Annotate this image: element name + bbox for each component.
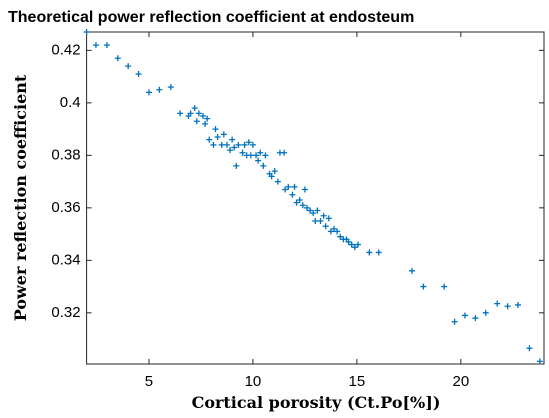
point: [212, 126, 219, 133]
point: [494, 300, 501, 307]
point: [334, 228, 341, 235]
point: [504, 303, 511, 310]
x-tick-label: 10: [245, 373, 262, 390]
point: [214, 133, 221, 140]
point: [195, 110, 202, 117]
point: [92, 42, 99, 49]
point: [472, 315, 479, 322]
point: [260, 162, 267, 169]
point: [177, 110, 184, 117]
point: [461, 312, 468, 319]
point: [156, 86, 163, 93]
point: [317, 217, 324, 224]
point: [408, 267, 415, 274]
point: [331, 225, 338, 232]
point: [274, 178, 281, 185]
point: [325, 215, 332, 222]
point: [233, 162, 240, 169]
point: [314, 207, 321, 214]
point: [515, 301, 522, 308]
point: [303, 204, 310, 211]
point: [299, 202, 306, 209]
point: [536, 358, 543, 365]
point: [227, 147, 234, 154]
x-axis-label: Cortical porosity (Ct.Po[%]): [192, 393, 441, 412]
point: [200, 112, 207, 119]
y-tick-label: 0.36: [51, 199, 80, 216]
point: [354, 241, 361, 248]
point: [327, 228, 334, 235]
y-tick-label: 0.4: [60, 94, 81, 111]
x-tick-label: 20: [452, 373, 469, 390]
point: [310, 210, 317, 217]
point: [245, 139, 252, 146]
point: [167, 84, 174, 91]
point: [312, 217, 319, 224]
point: [255, 157, 262, 164]
point: [125, 63, 132, 70]
point: [103, 42, 110, 49]
point: [271, 168, 278, 175]
point: [375, 249, 382, 256]
point: [482, 309, 489, 316]
point: [322, 223, 329, 230]
chart-title: Theoretical power reflection coefficient…: [8, 9, 414, 26]
point: [441, 283, 448, 290]
point: [320, 212, 327, 219]
point: [268, 173, 275, 180]
point: [202, 120, 209, 127]
point: [218, 141, 225, 148]
point: [223, 141, 230, 148]
point: [145, 89, 152, 96]
point: [206, 136, 213, 143]
point: [204, 115, 211, 122]
point: [351, 244, 358, 251]
point: [291, 183, 298, 190]
point: [348, 241, 355, 248]
point: [345, 238, 352, 245]
point: [241, 141, 248, 148]
point: [235, 141, 242, 148]
y-tick-label: 0.42: [51, 41, 80, 58]
point: [220, 131, 227, 138]
point: [257, 149, 264, 156]
point: [285, 183, 292, 190]
point: [253, 152, 260, 159]
point: [296, 196, 303, 203]
point: [307, 207, 314, 214]
x-tick-label: 5: [145, 373, 153, 390]
point: [239, 149, 246, 156]
plot-frame: [86, 31, 545, 365]
point: [366, 249, 373, 256]
point: [229, 136, 236, 143]
point: [249, 141, 256, 148]
y-axis-label: Power reflection coefficient: [11, 74, 30, 321]
y-tick-label: 0.34: [51, 251, 80, 268]
point: [526, 345, 533, 352]
point: [83, 29, 90, 35]
point: [281, 149, 288, 156]
point: [191, 105, 198, 112]
point: [231, 144, 238, 151]
point: [193, 118, 200, 125]
y-tick-label: 0.32: [51, 304, 80, 321]
point: [247, 152, 254, 159]
point: [135, 70, 142, 77]
point: [282, 186, 289, 193]
y-tick-label: 0.38: [51, 146, 80, 163]
point: [187, 110, 194, 117]
point: [337, 233, 344, 240]
point: [451, 318, 458, 325]
point: [293, 199, 300, 206]
x-tick-label: 15: [349, 373, 366, 390]
point: [289, 191, 296, 198]
point: [114, 55, 121, 62]
point: [262, 152, 269, 159]
point: [301, 186, 308, 193]
point: [210, 141, 217, 148]
point: [420, 283, 427, 290]
